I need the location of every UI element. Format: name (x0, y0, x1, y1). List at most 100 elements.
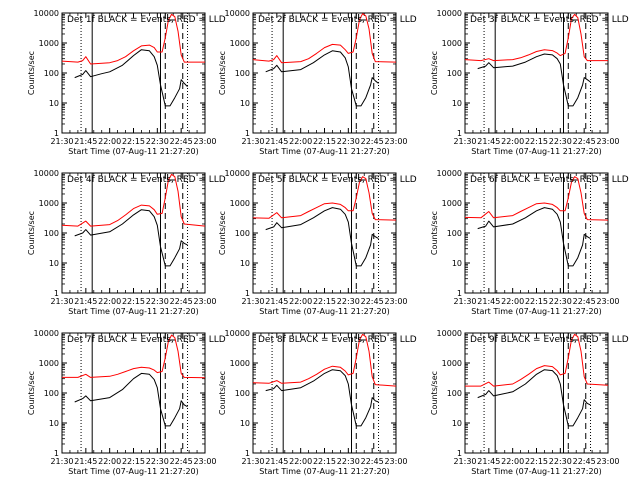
panel-title: Det 9f BLACK = Events, RED = LLD (470, 335, 629, 345)
x-axis-label: Start Time (07-Aug-11 21:27:20) (259, 307, 390, 316)
lld-series-line (252, 176, 397, 221)
events-series-line (477, 207, 591, 267)
detector-panel-4: 1 10 100 1000 10000 21:30 21:45 22:00 22:15 22:30… (27, 169, 226, 316)
y-axis-label: Counts/sec (218, 211, 227, 255)
x-tick-label: 22:45 (573, 137, 596, 146)
x-tick-label: 22:15 (525, 457, 548, 466)
detector-panel-5: 1 10 100 1000 10000 21:30 21:45 22:00 22:15 22:30… (218, 169, 417, 316)
y-tick-label: 10000 (437, 329, 462, 338)
detector-panel-3: 1 10 100 1000 10000 21:30 21:45 22:00 22:15 22:30… (430, 9, 629, 156)
x-tick-label: 22:15 (313, 457, 336, 466)
y-tick-label: 1000 (230, 39, 250, 48)
y-tick-label: 1000 (442, 199, 462, 208)
panel-title: Det 7f BLACK = Events, RED = LLD (67, 335, 226, 345)
x-axis-label: Start Time (07-Aug-11 21:27:20) (68, 147, 199, 156)
x-axis-label: Start Time (07-Aug-11 21:27:20) (259, 147, 390, 156)
y-tick-label: 10 (452, 99, 462, 108)
y-tick-label: 100 (235, 229, 250, 238)
y-tick-label: 10000 (34, 329, 59, 338)
y-tick-label: 100 (447, 389, 462, 398)
y-tick-label: 1 (457, 129, 462, 138)
panel-title: Det 4f BLACK = Events, RED = LLD (67, 175, 226, 185)
x-tick-label: 21:30 (50, 297, 73, 306)
y-tick-label: 1 (457, 449, 462, 458)
x-tick-label: 22:45 (573, 297, 596, 306)
x-tick-label: 22:30 (146, 137, 169, 146)
lld-series-line (61, 13, 205, 65)
y-tick-label: 10000 (34, 169, 59, 178)
x-tick-label: 22:45 (361, 457, 384, 466)
lld-series-line (464, 176, 609, 221)
y-tick-label: 1000 (442, 359, 462, 368)
y-tick-label: 1000 (39, 199, 59, 208)
state-marker (570, 334, 579, 341)
y-tick-label: 1000 (39, 359, 59, 368)
x-tick-label: 22:00 (289, 137, 312, 146)
events-series-line (265, 50, 379, 107)
y-tick-label: 10 (49, 259, 59, 268)
x-tick-label: 22:15 (122, 297, 145, 306)
x-tick-label: 22:45 (361, 137, 384, 146)
y-tick-label: 10 (240, 259, 250, 268)
y-tick-label: 10000 (225, 169, 250, 178)
y-axis-label: Counts/sec (430, 371, 439, 415)
x-tick-label: 22:45 (170, 137, 193, 146)
panel-title: Det 6f BLACK = Events, RED = LLD (470, 175, 629, 185)
detector-panel-1: 1 10 100 1000 10000 21:30 21:45 22:00 22:15 22:30… (27, 9, 226, 156)
panel-title: Det 5f BLACK = Events, RED = LLD (258, 175, 417, 185)
x-tick-label: 22:15 (122, 457, 145, 466)
events-series-line (265, 207, 379, 267)
y-axis-label: Counts/sec (218, 371, 227, 415)
plot-frame (61, 172, 206, 294)
panel-title: Det 8f BLACK = Events, RED = LLD (258, 335, 417, 345)
x-axis-label: Start Time (07-Aug-11 21:27:20) (471, 307, 602, 316)
lld-series-line (252, 13, 397, 64)
x-tick-label: 22:00 (501, 137, 524, 146)
x-tick-label: 23:00 (193, 297, 216, 306)
x-axis-label: Start Time (07-Aug-11 21:27:20) (259, 467, 390, 476)
panel-title: Det 1f BLACK = Events, RED = LLD (67, 15, 226, 25)
x-tick-label: 22:00 (98, 297, 121, 306)
y-tick-label: 10 (49, 99, 59, 108)
y-tick-label: 10000 (437, 9, 462, 18)
x-tick-label: 21:45 (477, 297, 500, 306)
x-tick-label: 22:30 (337, 137, 360, 146)
y-axis-label: Counts/sec (430, 211, 439, 255)
x-tick-label: 21:30 (241, 137, 264, 146)
x-tick-label: 23:00 (596, 457, 619, 466)
x-tick-label: 21:45 (74, 297, 97, 306)
lld-series-line (62, 334, 206, 379)
y-tick-label: 1000 (230, 199, 250, 208)
y-tick-label: 100 (447, 69, 462, 78)
x-tick-label: 22:15 (313, 137, 336, 146)
plot-frame (252, 172, 397, 294)
x-tick-label: 22:30 (146, 297, 169, 306)
x-tick-label: 21:30 (241, 297, 264, 306)
state-marker (570, 14, 579, 21)
y-tick-label: 10000 (34, 9, 59, 18)
x-axis-label: Start Time (07-Aug-11 21:27:20) (68, 467, 199, 476)
x-tick-label: 22:00 (98, 457, 121, 466)
plot-frame (464, 172, 609, 294)
y-tick-label: 10 (49, 419, 59, 428)
y-tick-label: 100 (235, 69, 250, 78)
x-tick-label: 22:00 (289, 297, 312, 306)
x-tick-label: 23:00 (596, 137, 619, 146)
events-series-line (477, 369, 591, 427)
x-tick-label: 23:00 (384, 457, 407, 466)
x-tick-label: 21:45 (477, 137, 500, 146)
plot-frame (464, 12, 609, 134)
x-tick-label: 21:30 (241, 457, 264, 466)
state-marker (358, 334, 367, 341)
x-tick-label: 22:45 (573, 457, 596, 466)
y-tick-label: 100 (44, 389, 59, 398)
lld-series-line (464, 13, 608, 62)
plot-frame (252, 12, 397, 134)
detector-panel-6: 1 10 100 1000 10000 21:30 21:45 22:00 22:15 22:30… (430, 169, 629, 316)
y-axis-label: Counts/sec (430, 51, 439, 95)
y-axis-label: Counts/sec (27, 211, 36, 255)
x-tick-label: 22:30 (146, 457, 169, 466)
x-tick-label: 21:45 (265, 297, 288, 306)
x-tick-label: 21:30 (453, 137, 476, 146)
y-tick-label: 1000 (442, 39, 462, 48)
